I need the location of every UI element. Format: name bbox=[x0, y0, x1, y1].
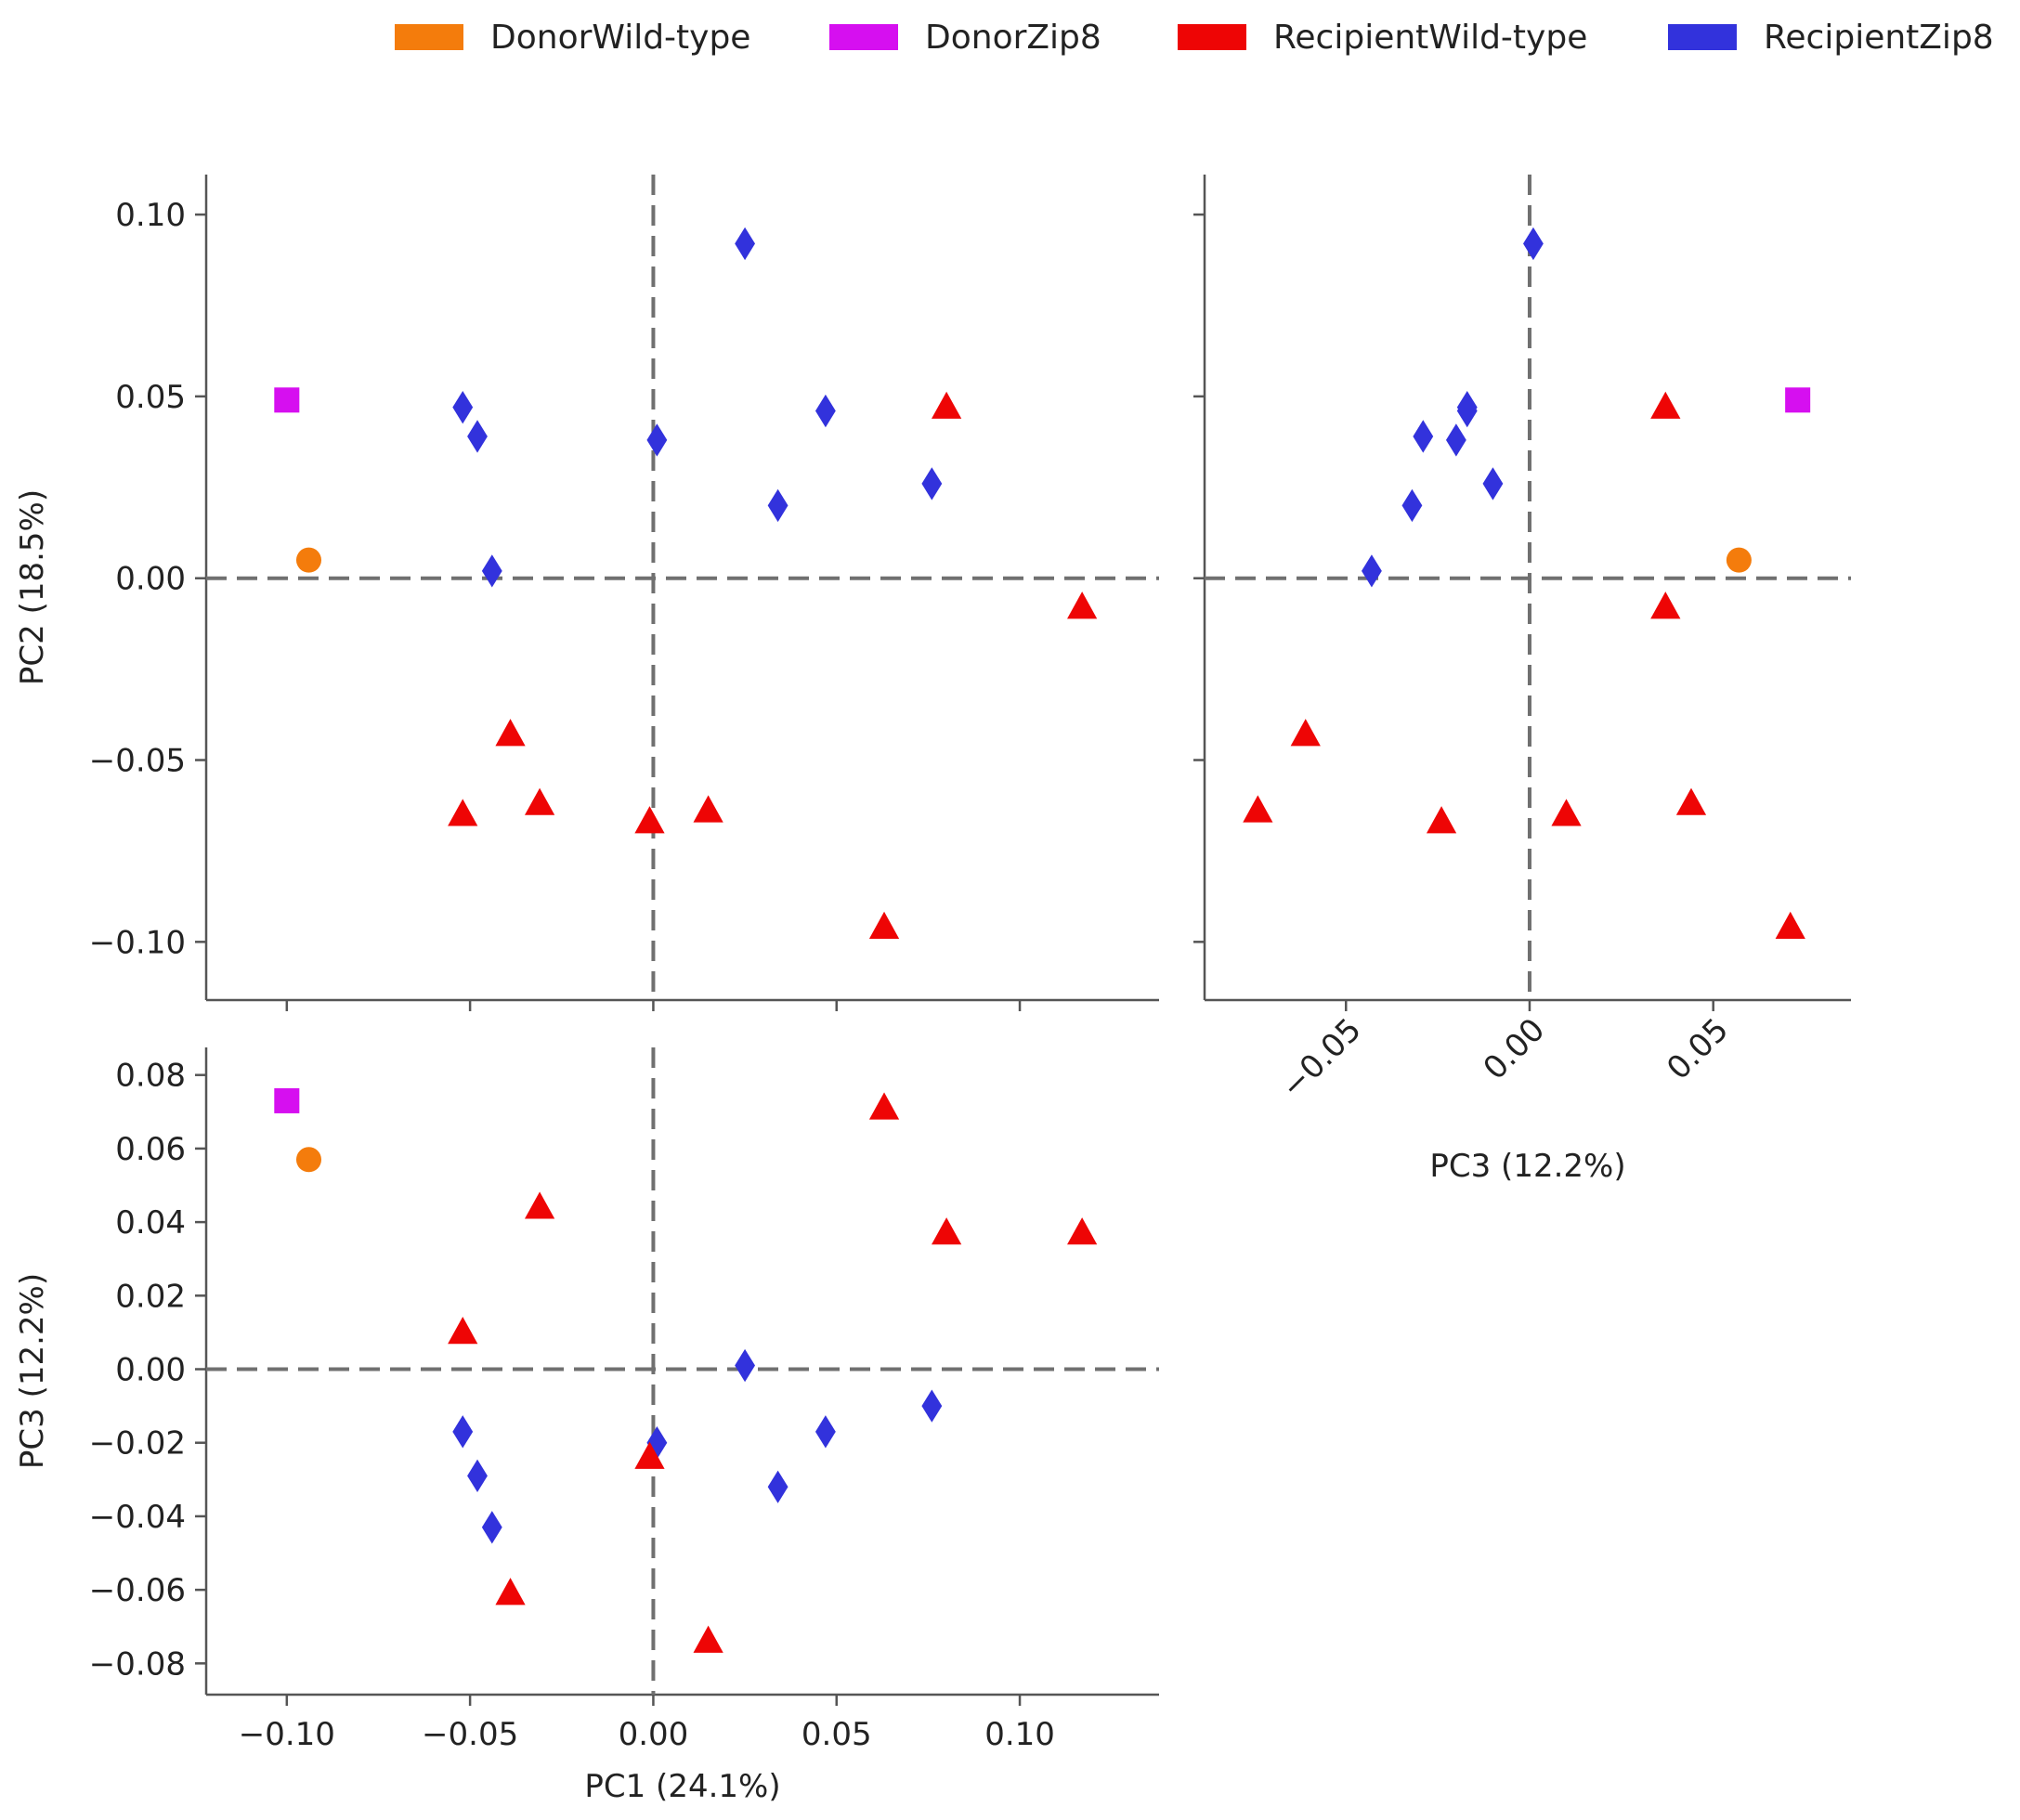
y-tick-label: 0.04 bbox=[115, 1204, 186, 1242]
data-point-diamond bbox=[1445, 423, 1466, 457]
data-point-diamond bbox=[1413, 420, 1434, 453]
x-tick-label: −0.10 bbox=[239, 1716, 335, 1753]
y-tick-label: −0.04 bbox=[89, 1499, 186, 1536]
y-tick-label: −0.02 bbox=[89, 1425, 186, 1462]
data-point-triangle bbox=[868, 1092, 900, 1120]
data-point-triangle bbox=[524, 1191, 555, 1219]
y-axis-title: PC2 (18.5%) bbox=[14, 489, 51, 685]
legend-swatch bbox=[1178, 24, 1246, 50]
data-point-diamond bbox=[452, 390, 474, 424]
legend-item: DonorWild-type bbox=[395, 19, 750, 57]
data-point-circle bbox=[295, 1147, 322, 1173]
data-point-circle bbox=[295, 547, 322, 573]
legend-label: RecipientZip8 bbox=[1764, 19, 1994, 57]
data-point-diamond bbox=[735, 227, 756, 261]
data-point-diamond bbox=[1456, 394, 1478, 428]
data-point-circle bbox=[1726, 547, 1752, 573]
data-point-diamond bbox=[452, 1415, 474, 1449]
data-point-triangle bbox=[932, 391, 962, 419]
data-point-triangle bbox=[932, 1217, 962, 1245]
data-point-diamond bbox=[767, 488, 788, 523]
data-point-diamond bbox=[815, 394, 836, 428]
y-tick-label: 0.02 bbox=[115, 1278, 186, 1315]
data-point-triangle bbox=[693, 795, 723, 823]
data-point-triangle bbox=[868, 911, 900, 939]
y-tick-label: 0.06 bbox=[115, 1131, 186, 1168]
legend-label: DonorWild-type bbox=[490, 19, 750, 57]
data-point-diamond bbox=[767, 1470, 788, 1503]
data-point-diamond bbox=[646, 423, 668, 457]
data-point-diamond bbox=[735, 1348, 756, 1383]
data-point-triangle bbox=[634, 1441, 665, 1469]
data-point-square bbox=[1785, 387, 1811, 413]
data-point-diamond bbox=[1482, 467, 1504, 500]
legend-label: DonorZip8 bbox=[925, 19, 1101, 57]
data-point-triangle bbox=[1067, 592, 1098, 619]
y-axis-title: PC3 (12.2%) bbox=[14, 1273, 51, 1469]
data-point-triangle bbox=[495, 719, 526, 747]
y-tick-label: 0.10 bbox=[115, 197, 186, 234]
data-point-triangle bbox=[1675, 787, 1707, 815]
data-point-square bbox=[274, 387, 300, 413]
data-point-diamond bbox=[467, 1459, 488, 1493]
panel-pc3-pc2: −0.05 0.00 0.05 PC3 (12.2%) bbox=[1193, 175, 1851, 1185]
data-point-triangle bbox=[1650, 391, 1681, 419]
x-tick-label: 0.00 bbox=[619, 1716, 689, 1753]
x-tick-label: −0.05 bbox=[1274, 1011, 1369, 1106]
data-point-triangle bbox=[693, 1625, 723, 1653]
data-point-diamond bbox=[1362, 554, 1382, 588]
y-tick-label: −0.06 bbox=[89, 1572, 186, 1609]
data-point-triangle bbox=[1650, 592, 1681, 619]
legend-label: RecipientWild-type bbox=[1273, 19, 1587, 57]
data-point-triangle bbox=[1243, 795, 1273, 823]
y-tick-label: −0.10 bbox=[89, 924, 186, 961]
data-point-diamond bbox=[1523, 227, 1544, 261]
panel-pc1-pc2: 0.10 0.05 0.00 −0.05 −0.10 PC2 (18.5%) bbox=[14, 175, 1159, 1011]
data-point-diamond bbox=[467, 420, 488, 453]
data-point-triangle bbox=[1067, 1217, 1098, 1245]
x-tick-label: 0.10 bbox=[984, 1716, 1055, 1753]
y-tick-label: −0.05 bbox=[89, 743, 186, 780]
y-tick-label: −0.08 bbox=[89, 1645, 186, 1683]
data-point-triangle bbox=[448, 799, 478, 826]
legend-item: DonorZip8 bbox=[829, 19, 1101, 57]
legend-swatch bbox=[829, 24, 898, 50]
legend-swatch bbox=[1668, 24, 1737, 50]
x-tick-label: −0.05 bbox=[422, 1716, 518, 1753]
legend: DonorWild-type DonorZip8 RecipientWild-typ… bbox=[395, 19, 1994, 57]
panel-pc1-pc3: −0.10 −0.05 0.00 0.05 0.10 0.08 0.06 0.04 0.02 0.… bbox=[14, 1047, 1159, 1805]
data-point-triangle bbox=[634, 806, 665, 834]
x-axis-title: PC1 (24.1%) bbox=[584, 1768, 780, 1805]
legend-swatch bbox=[395, 24, 463, 50]
data-point-diamond bbox=[921, 1389, 943, 1423]
legend-item: RecipientZip8 bbox=[1668, 19, 1994, 57]
x-tick-label: 0.05 bbox=[801, 1716, 872, 1753]
y-tick-label: 0.00 bbox=[115, 1352, 186, 1389]
x-tick-label: 0.00 bbox=[1477, 1011, 1553, 1087]
data-point-diamond bbox=[481, 554, 502, 588]
data-point-diamond bbox=[481, 1511, 502, 1544]
data-point-diamond bbox=[1401, 488, 1423, 523]
x-axis-title: PC3 (12.2%) bbox=[1429, 1148, 1625, 1185]
legend-item: RecipientWild-type bbox=[1178, 19, 1587, 57]
data-point-square bbox=[274, 1087, 300, 1113]
data-point-triangle bbox=[1426, 806, 1457, 834]
y-tick-label: 0.08 bbox=[115, 1058, 186, 1095]
x-tick-label: 0.05 bbox=[1660, 1011, 1736, 1087]
data-point-triangle bbox=[495, 1578, 526, 1606]
data-point-triangle bbox=[1290, 719, 1321, 747]
data-point-diamond bbox=[921, 467, 943, 500]
y-tick-label: 0.00 bbox=[115, 561, 186, 598]
data-point-triangle bbox=[1775, 911, 1805, 939]
data-point-diamond bbox=[815, 1415, 836, 1449]
data-point-triangle bbox=[448, 1316, 478, 1345]
data-point-triangle bbox=[1551, 799, 1582, 826]
y-tick-label: 0.05 bbox=[115, 379, 186, 416]
data-point-triangle bbox=[524, 787, 555, 815]
